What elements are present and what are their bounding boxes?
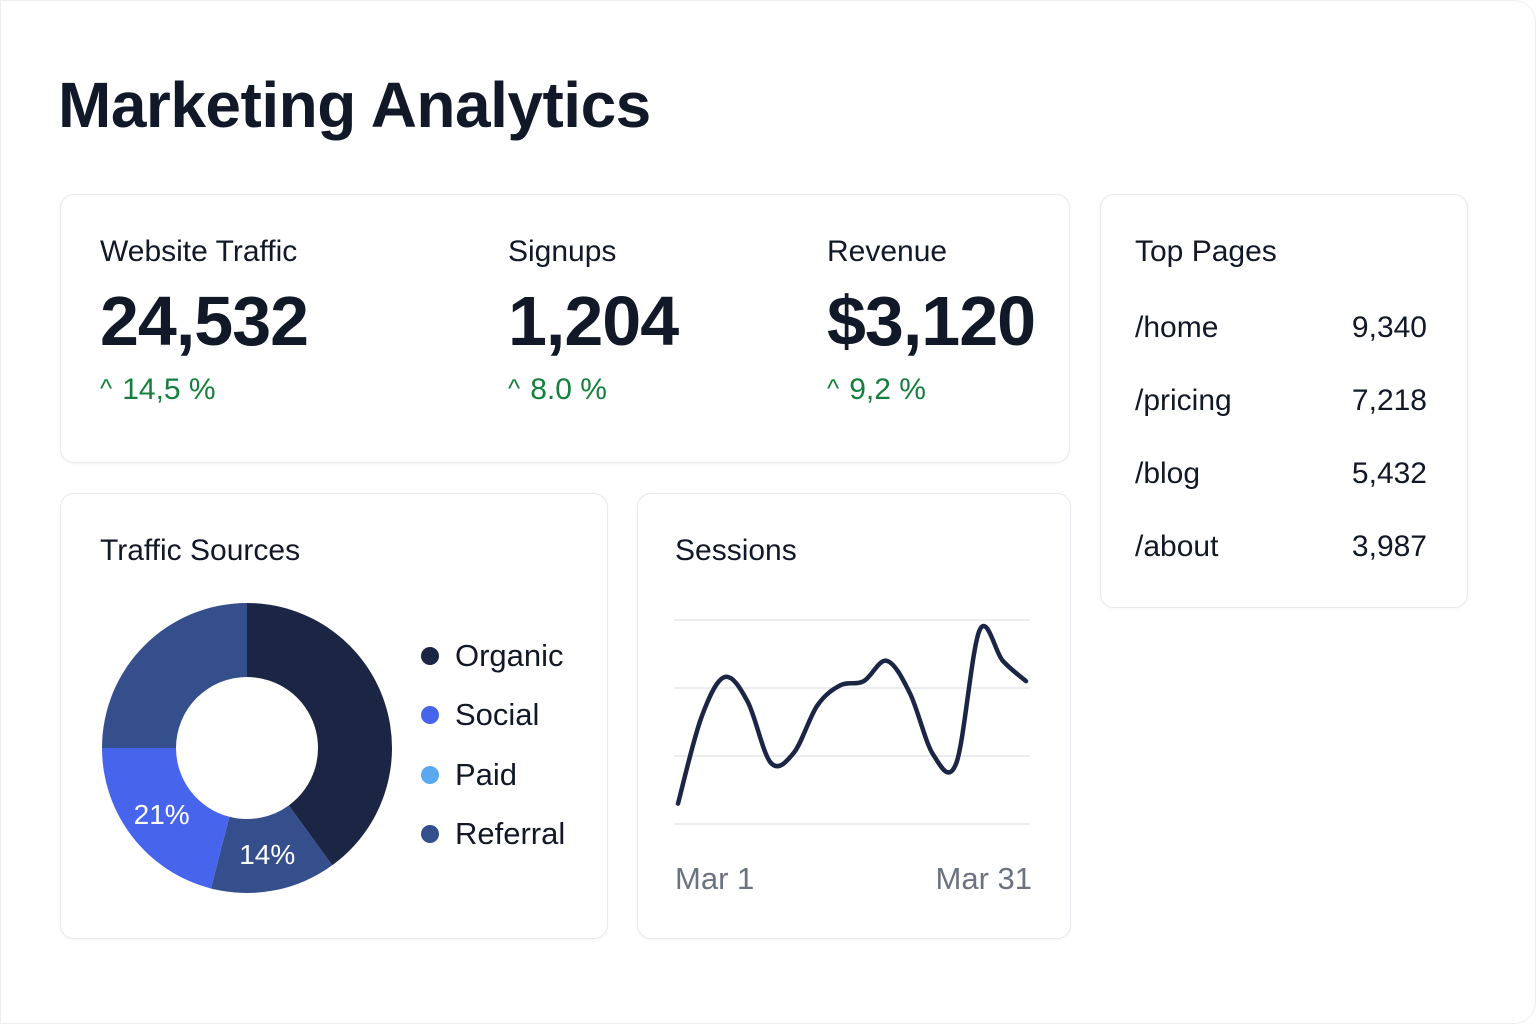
- page-views: 7,218: [1351, 384, 1427, 417]
- page-path: /home: [1135, 311, 1219, 344]
- kpi-card: Website Traffic 24,532 ^ 14,5 % Signups 1…: [60, 194, 1070, 463]
- kpi-revenue: Revenue $3,120 ^ 9,2 %: [827, 235, 1036, 407]
- top-page-row[interactable]: /blog 5,432: [1135, 457, 1427, 491]
- kpi-delta: ^ 8.0 %: [508, 373, 678, 407]
- kpi-label: Website Traffic: [100, 235, 298, 268]
- page-views: 5,432: [1351, 457, 1427, 490]
- legend-item-paid[interactable]: Paid: [421, 745, 565, 805]
- kpi-website-traffic: Website Traffic 24,532 ^ 14,5 %: [100, 235, 309, 407]
- x-axis-end-label: Mar 31: [935, 861, 1032, 896]
- page-title: Marketing Analytics: [58, 69, 651, 141]
- legend-item-social[interactable]: Social: [421, 686, 565, 746]
- legend-dot: [421, 765, 439, 784]
- top-pages-card: Top Pages /home 9,340 /pricing 7,218 /bl…: [1100, 194, 1468, 608]
- page-views: 9,340: [1351, 311, 1427, 344]
- donut-slice-referral[interactable]: [102, 603, 247, 748]
- kpi-label: Revenue: [827, 235, 948, 268]
- traffic-sources-legend: Organic Social Paid Referral: [421, 626, 565, 864]
- kpi-value: 1,204: [508, 282, 679, 360]
- top-page-row[interactable]: /pricing 7,218: [1135, 384, 1427, 418]
- sessions-card: Sessions Mar 1 Mar 31: [637, 493, 1071, 939]
- kpi-label: Signups: [508, 235, 617, 268]
- top-page-row[interactable]: /about 3,987: [1135, 530, 1427, 564]
- top-pages-title: Top Pages: [1135, 235, 1277, 268]
- kpi-delta-value: 9,2 %: [849, 373, 926, 406]
- legend-label: Paid: [455, 756, 518, 792]
- page-views: 3,987: [1351, 530, 1427, 563]
- legend-label: Organic: [455, 637, 564, 673]
- traffic-sources-title: Traffic Sources: [100, 534, 301, 567]
- legend-dot: [421, 825, 439, 844]
- legend-label: Social: [455, 697, 540, 733]
- page-path: /pricing: [1135, 384, 1232, 417]
- chevron-up-icon: ^: [827, 373, 840, 403]
- sessions-line-chart: [674, 619, 1030, 825]
- legend-dot: [421, 646, 439, 665]
- page-path: /blog: [1135, 457, 1201, 490]
- x-axis-start-label: Mar 1: [675, 861, 755, 896]
- donut-slice-label: 14%: [239, 839, 295, 870]
- legend-item-referral[interactable]: Referral: [421, 805, 565, 865]
- chevron-up-icon: ^: [100, 373, 113, 403]
- page-path: /about: [1135, 530, 1219, 563]
- legend-item-organic[interactable]: Organic: [421, 626, 565, 686]
- kpi-signups: Signups 1,204 ^ 8.0 %: [508, 235, 679, 407]
- kpi-value: 24,532: [100, 282, 309, 360]
- legend-label: Referral: [455, 816, 566, 852]
- kpi-delta: ^ 14,5 %: [100, 373, 308, 407]
- sessions-series-line[interactable]: [675, 623, 1029, 806]
- chevron-up-icon: ^: [508, 373, 521, 403]
- kpi-delta-value: 14,5 %: [122, 373, 216, 406]
- donut-slice-referral[interactable]: [210, 805, 333, 893]
- donut-slice-organic[interactable]: [247, 603, 393, 866]
- sessions-title: Sessions: [675, 534, 797, 567]
- kpi-value: $3,120: [827, 282, 1036, 360]
- traffic-sources-donut: 14% 21%: [102, 603, 393, 893]
- traffic-sources-card: Traffic Sources 14% 21% Organic Social Pa…: [60, 493, 608, 939]
- donut-slice-label: 21%: [134, 799, 190, 830]
- top-page-row[interactable]: /home 9,340: [1135, 311, 1427, 345]
- donut-slice-social[interactable]: [102, 748, 230, 889]
- legend-dot: [421, 706, 439, 725]
- kpi-delta: ^ 9,2 %: [827, 373, 1035, 407]
- kpi-delta-value: 8.0 %: [530, 373, 607, 406]
